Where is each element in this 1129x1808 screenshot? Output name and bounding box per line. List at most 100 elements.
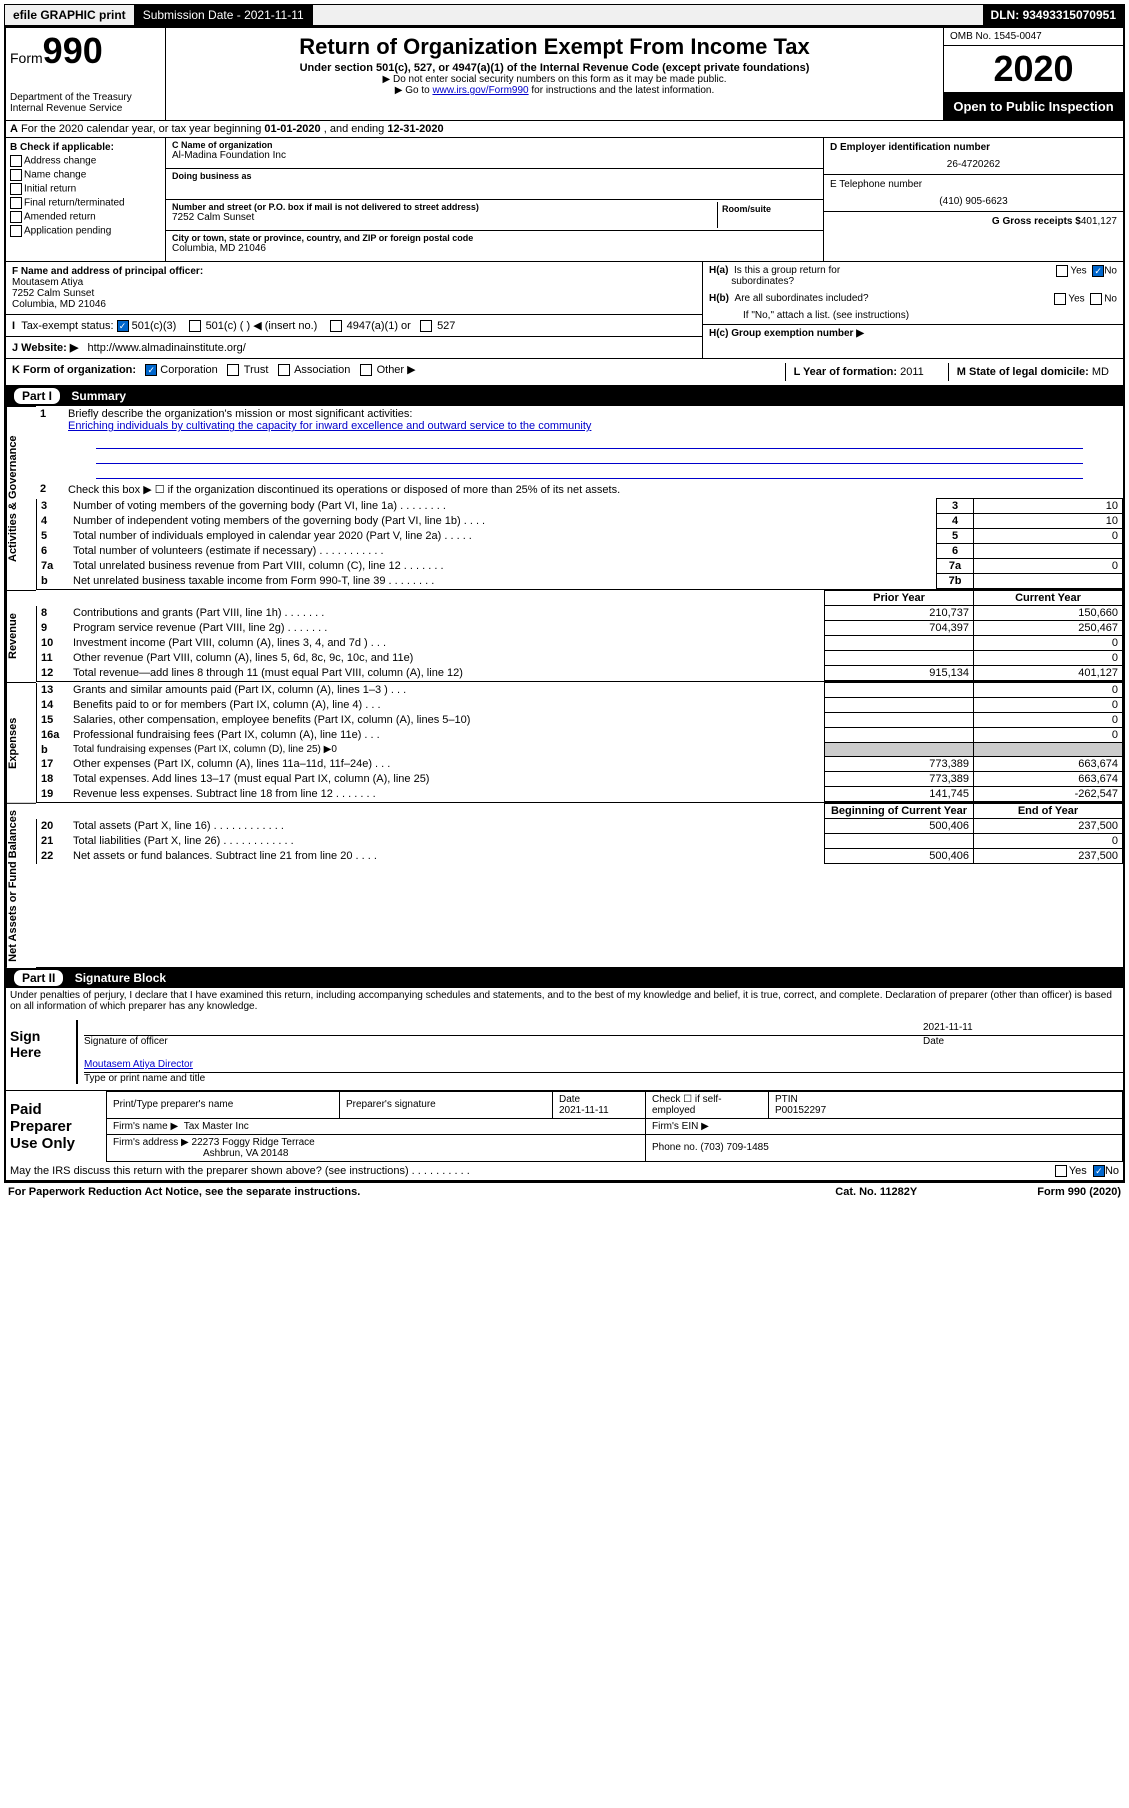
- city-box: City or town, state or province, country…: [166, 231, 823, 261]
- form-number: Form990: [10, 30, 161, 72]
- col-b-checkboxes: B Check if applicable: Address change Na…: [6, 138, 166, 261]
- row-hb-note: If "No," attach a list. (see instruction…: [703, 307, 1123, 324]
- website-link[interactable]: http://www.almadinainstitute.org/: [88, 342, 246, 354]
- col-b-title: B Check if applicable:: [10, 142, 161, 153]
- row-m: M State of legal domicile: MD: [948, 363, 1117, 381]
- chk-final[interactable]: Final return/terminated: [10, 197, 161, 209]
- ein-label: D Employer identification number: [830, 142, 990, 153]
- row-hb: H(b) Are all subordinates included? Yes …: [703, 290, 1123, 307]
- mission-text[interactable]: Enriching individuals by cultivating the…: [68, 420, 591, 432]
- city-label: City or town, state or province, country…: [172, 233, 817, 243]
- gross-value: 401,127: [1081, 216, 1117, 227]
- table-row: 5Total number of individuals employed in…: [37, 529, 1123, 544]
- chk-name[interactable]: Name change: [10, 169, 161, 181]
- part2-bar: Part II Signature Block: [6, 968, 1123, 988]
- chk-527[interactable]: [420, 320, 432, 332]
- table-row: 20Total assets (Part X, line 16) . . . .…: [37, 819, 1123, 834]
- line-2: 2Check this box ▶ ☐ if the organization …: [36, 481, 1123, 498]
- chk-other[interactable]: [360, 364, 372, 376]
- penalties-text: Under penalties of perjury, I declare th…: [6, 988, 1123, 1014]
- addr-label: Number and street (or P.O. box if mail i…: [172, 202, 717, 212]
- revenue-label: Revenue: [6, 590, 36, 682]
- org-name-label: C Name of organization: [172, 140, 817, 150]
- prep-sig-label: Preparer's signature: [340, 1091, 553, 1118]
- chk-501c[interactable]: [189, 320, 201, 332]
- sign-section: Sign Here 2021-11-11 Signature of office…: [6, 1014, 1123, 1091]
- header-sub2b: ▶ Go to www.irs.gov/Form990 for instruct…: [170, 85, 939, 96]
- chk-corp[interactable]: ✓: [145, 364, 157, 376]
- cat-no: Cat. No. 11282Y: [835, 1186, 917, 1198]
- prep-name-label: Print/Type preparer's name: [107, 1091, 340, 1118]
- table-row: 22Net assets or fund balances. Subtract …: [37, 849, 1123, 864]
- prep-ptin: PTINP00152297: [769, 1091, 1123, 1118]
- table-row: 18Total expenses. Add lines 13–17 (must …: [37, 772, 1123, 787]
- chk-amended[interactable]: Amended return: [10, 211, 161, 223]
- header-left: Form990 Department of the Treasury Inter…: [6, 28, 166, 120]
- discuss-no[interactable]: ✓: [1093, 1165, 1105, 1177]
- row-l: L Year of formation: 2011: [785, 363, 932, 381]
- preparer-label: Paid Preparer Use Only: [6, 1091, 106, 1162]
- chk-501c3[interactable]: ✓: [117, 320, 129, 332]
- header-right: OMB No. 1545-0047 2020 Open to Public In…: [943, 28, 1123, 120]
- paperwork-notice: For Paperwork Reduction Act Notice, see …: [8, 1186, 835, 1198]
- ein-value: 26-4720262: [830, 159, 1117, 170]
- ein-box: D Employer identification number 26-4720…: [824, 138, 1123, 175]
- governance-table: 3Number of voting members of the governi…: [36, 498, 1123, 589]
- table-row: 9Program service revenue (Part VIII, lin…: [37, 621, 1123, 636]
- part2-num: Part II: [14, 970, 63, 986]
- sig-line-1: 2021-11-11: [84, 1020, 1123, 1036]
- row-k: K Form of organization: ✓ Corporation Tr…: [12, 363, 416, 381]
- room-label: Room/suite: [722, 204, 813, 214]
- sig-line-2: Moutasem Atiya Director: [84, 1057, 1123, 1073]
- netassets-body: Beginning of Current YearEnd of Year20To…: [36, 803, 1123, 968]
- hb-yes[interactable]: [1054, 293, 1066, 305]
- netassets-label: Net Assets or Fund Balances: [6, 803, 36, 968]
- ha-yes[interactable]: [1056, 265, 1068, 277]
- col-c-org: C Name of organization Al-Madina Foundat…: [166, 138, 823, 261]
- tel-value: (410) 905-6623: [830, 196, 1117, 207]
- table-header: Prior YearCurrent Year: [37, 591, 1123, 606]
- table-row: 17Other expenses (Part IX, column (A), l…: [37, 757, 1123, 772]
- footer: For Paperwork Reduction Act Notice, see …: [4, 1183, 1125, 1201]
- chk-address[interactable]: Address change: [10, 155, 161, 167]
- expenses-section: Expenses 13Grants and similar amounts pa…: [6, 682, 1123, 803]
- blank-line: [96, 466, 1083, 479]
- blank-line: [96, 451, 1083, 464]
- chk-pending[interactable]: Application pending: [10, 225, 161, 237]
- netassets-section: Net Assets or Fund Balances Beginning of…: [6, 803, 1123, 968]
- part1-title: Summary: [71, 389, 126, 403]
- form-container: Form990 Department of the Treasury Inter…: [4, 26, 1125, 1183]
- chk-initial[interactable]: Initial return: [10, 183, 161, 195]
- col-d: D Employer identification number 26-4720…: [823, 138, 1123, 261]
- chk-trust[interactable]: [227, 364, 239, 376]
- row-a-tax-year: A For the 2020 calendar year, or tax yea…: [6, 121, 1123, 138]
- chk-4947[interactable]: [330, 320, 342, 332]
- officer-name[interactable]: Moutasem Atiya Director: [84, 1059, 193, 1070]
- form-ref: Form 990 (2020): [1037, 1186, 1121, 1198]
- chk-assoc[interactable]: [278, 364, 290, 376]
- tax-year: 2020: [944, 46, 1123, 93]
- hb-no[interactable]: [1090, 293, 1102, 305]
- efile-label[interactable]: efile GRAPHIC print: [5, 5, 135, 25]
- f-label: F Name and address of principal officer:: [12, 266, 203, 277]
- tel-box: E Telephone number (410) 905-6623: [824, 175, 1123, 212]
- row-f: F Name and address of principal officer:…: [6, 262, 702, 315]
- prep-self-emp[interactable]: Check ☐ if self-employed: [646, 1091, 769, 1118]
- ha-no[interactable]: ✓: [1092, 265, 1104, 277]
- table-row: 4Number of independent voting members of…: [37, 514, 1123, 529]
- discuss-row: May the IRS discuss this return with the…: [6, 1162, 1123, 1181]
- row-ha: H(a) Is this a group return for Yes ✓No …: [703, 262, 1123, 290]
- governance-section: Activities & Governance 1 Briefly descri…: [6, 406, 1123, 590]
- f-name: Moutasem Atiya: [12, 277, 696, 288]
- irs-link[interactable]: www.irs.gov/Form990: [432, 85, 528, 96]
- header-sub1: Under section 501(c), 527, or 4947(a)(1)…: [170, 62, 939, 74]
- prep-row-1: Print/Type preparer's name Preparer's si…: [107, 1091, 1123, 1118]
- table-row: 15Salaries, other compensation, employee…: [37, 713, 1123, 728]
- table-row: 8Contributions and grants (Part VIII, li…: [37, 606, 1123, 621]
- addr-value: 7252 Calm Sunset: [172, 212, 717, 223]
- row-i: I Tax-exempt status: ✓ 501(c)(3) 501(c) …: [6, 315, 702, 337]
- header-sub2a: ▶ Do not enter social security numbers o…: [170, 74, 939, 85]
- discuss-yes[interactable]: [1055, 1165, 1067, 1177]
- firm-phone: Phone no. (703) 709-1485: [646, 1134, 1123, 1161]
- gross-box: G Gross receipts $401,127: [824, 212, 1123, 231]
